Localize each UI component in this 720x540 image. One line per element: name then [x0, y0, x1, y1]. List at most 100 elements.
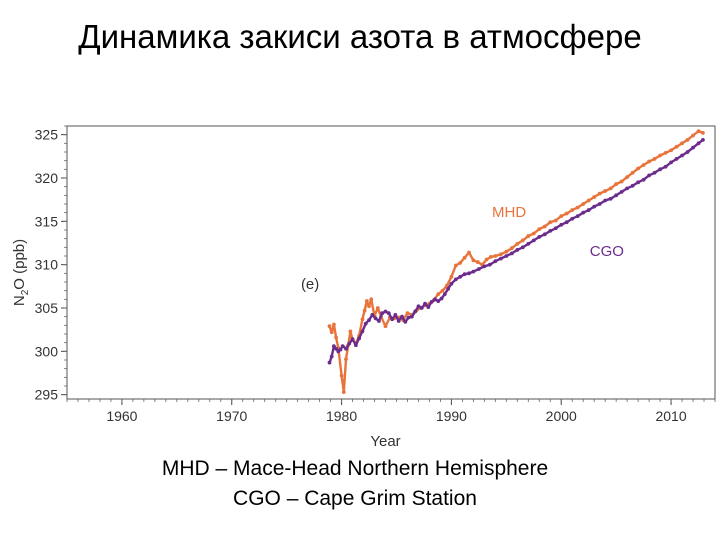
- data-point: [603, 198, 608, 203]
- data-point: [504, 249, 509, 254]
- y-tick-label: 305: [35, 300, 59, 316]
- data-point: [453, 263, 458, 268]
- panel-label: (e): [301, 276, 319, 293]
- data-point: [386, 311, 391, 316]
- y-tick-label: 295: [35, 387, 59, 403]
- data-point: [445, 283, 449, 288]
- data-point: [575, 214, 580, 219]
- data-point: [658, 167, 662, 172]
- data-point: [377, 319, 381, 323]
- data-point: [334, 335, 338, 340]
- data-point: [339, 373, 344, 378]
- data-point: [564, 211, 569, 216]
- data-point: [669, 160, 673, 165]
- data-point: [364, 299, 369, 303]
- data-point: [515, 241, 520, 246]
- data-point: [597, 202, 602, 206]
- data-point: [680, 141, 684, 146]
- data-point: [467, 250, 471, 255]
- data-point: [390, 317, 394, 322]
- y-tick-label: 300: [35, 343, 59, 359]
- data-point: [353, 343, 358, 348]
- data-point: [436, 292, 441, 297]
- y-tick-label: 310: [35, 257, 59, 273]
- data-point: [484, 257, 489, 262]
- data-point: [467, 271, 471, 276]
- data-point: [526, 234, 531, 238]
- data-point: [362, 308, 367, 313]
- data-point: [663, 164, 668, 169]
- data-point: [542, 232, 547, 237]
- data-point: [458, 261, 463, 265]
- data-point: [471, 269, 476, 274]
- data-point: [498, 256, 503, 261]
- data-point: [548, 220, 553, 225]
- data-point: [608, 186, 613, 191]
- data-point: [548, 228, 553, 233]
- data-point: [658, 153, 662, 158]
- data-point: [331, 322, 336, 327]
- data-point: [570, 216, 575, 221]
- n2o-chart: 1960 1970 1980 1990 2000 2010 295 300 305 310 315 3…: [11, 125, 716, 450]
- data-point: [630, 170, 635, 175]
- y-tick-label: 315: [35, 213, 59, 229]
- data-point: [641, 177, 646, 182]
- data-point: [592, 195, 597, 199]
- data-point: [383, 309, 388, 314]
- data-point: [439, 296, 444, 301]
- data-point: [619, 189, 624, 194]
- data-point: [498, 252, 503, 257]
- data-point: [493, 254, 498, 258]
- axis-layer: 1960 1970 1980 1990 2000 2010 295 300 305 310 315 3…: [35, 125, 716, 424]
- data-point: [559, 214, 564, 219]
- plot-frame: [66, 125, 716, 400]
- data-point: [647, 173, 652, 178]
- data-point: [393, 313, 398, 317]
- data-point: [553, 218, 558, 223]
- data-point: [413, 309, 418, 314]
- data-point: [636, 166, 641, 171]
- data-point: [641, 163, 646, 167]
- data-point: [409, 314, 414, 319]
- data-point: [400, 314, 404, 319]
- data-point: [449, 274, 454, 279]
- data-point: [509, 246, 514, 251]
- data-point: [433, 297, 437, 302]
- data-point: [586, 198, 591, 203]
- data-point: [403, 319, 408, 324]
- data-point: [581, 202, 586, 206]
- data-point: [531, 238, 536, 243]
- data-point: [367, 318, 371, 323]
- x-tick-label: 2010: [655, 408, 686, 424]
- data-point: [630, 183, 635, 188]
- data-point: [327, 360, 332, 365]
- data-point: [575, 205, 580, 210]
- data-point: [405, 311, 410, 316]
- data-point: [701, 137, 705, 142]
- data-point: [685, 137, 690, 142]
- data-point: [592, 204, 597, 209]
- data-point: [696, 129, 701, 134]
- data-point: [350, 337, 355, 342]
- data-point: [553, 226, 558, 231]
- data-point: [509, 251, 514, 256]
- series-layer: [327, 129, 705, 394]
- y-tick-label: 325: [35, 127, 59, 143]
- data-point: [701, 131, 705, 135]
- data-point: [373, 316, 378, 321]
- data-point: [537, 235, 542, 239]
- y-axis-label: N2O (ppb): [11, 239, 31, 306]
- data-point: [462, 255, 467, 260]
- data-point: [406, 315, 411, 320]
- data-point: [674, 157, 679, 161]
- x-tick-label: 1960: [106, 408, 137, 424]
- data-point: [685, 150, 690, 154]
- data-point: [331, 344, 336, 349]
- data-point: [696, 141, 701, 146]
- data-point: [614, 193, 619, 198]
- data-point: [327, 324, 332, 329]
- series-label-mhd: MHD: [492, 204, 526, 221]
- data-point: [329, 330, 334, 335]
- series-label-cgo: CGO: [590, 243, 624, 260]
- data-point: [482, 264, 487, 269]
